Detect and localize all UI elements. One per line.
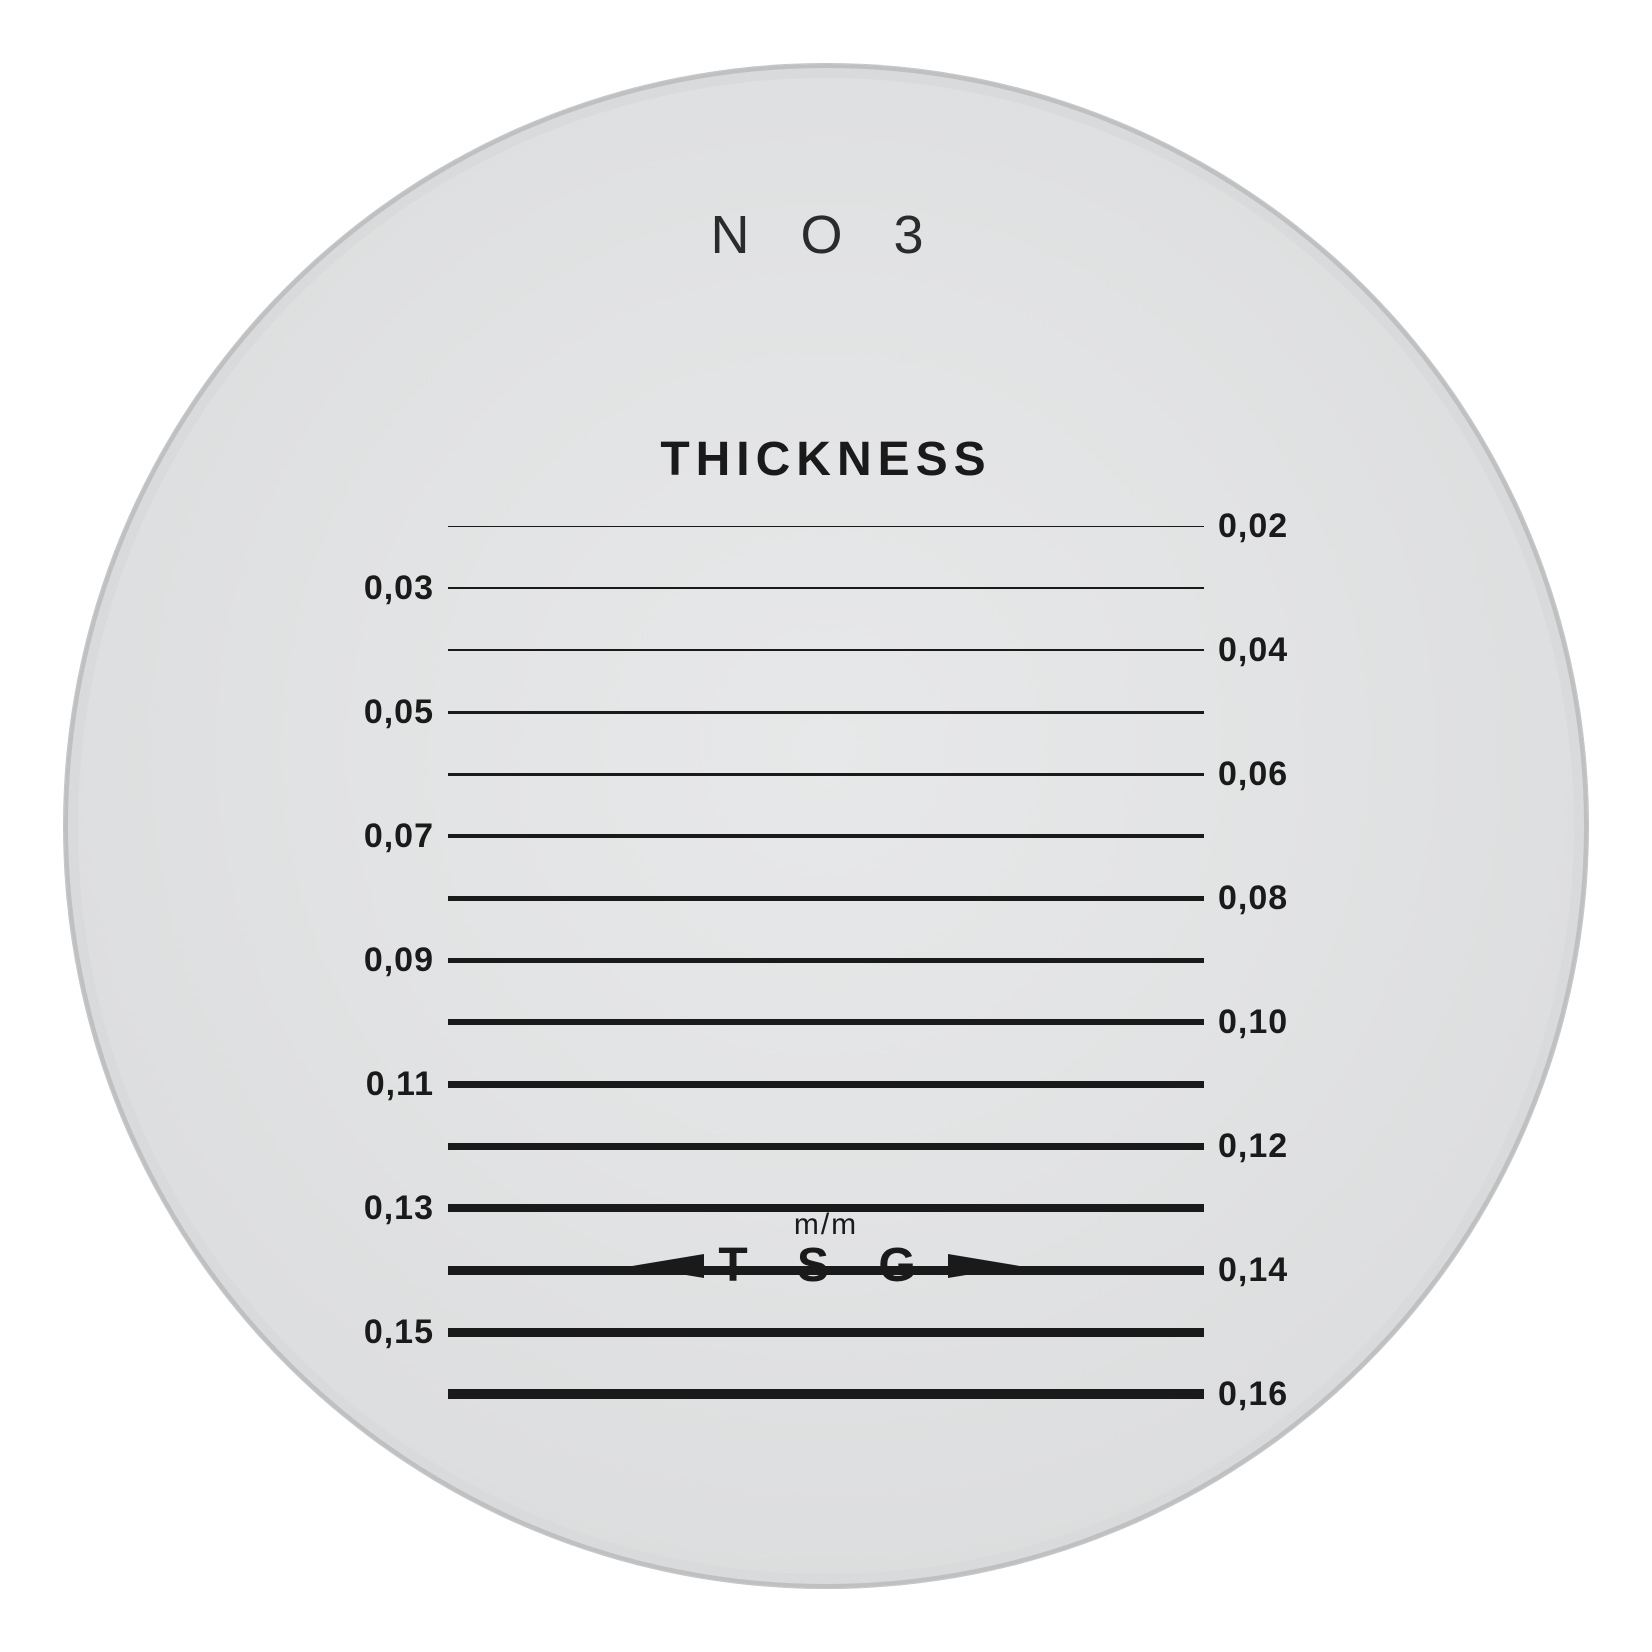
footer: m/m T S G xyxy=(64,1208,1588,1293)
reticle-number-label: N O 3 xyxy=(64,204,1588,266)
thickness-value-label: 0,03 xyxy=(364,569,448,608)
thickness-bar xyxy=(448,1328,1204,1337)
thickness-bar xyxy=(448,958,1204,963)
thickness-bar xyxy=(448,1389,1204,1399)
thickness-bar xyxy=(448,711,1204,714)
thickness-bar xyxy=(448,1019,1204,1025)
thickness-value-label: 0,15 xyxy=(364,1313,448,1352)
thickness-value-label: 0,12 xyxy=(1204,1127,1288,1166)
thickness-row: 0,15 xyxy=(448,1322,1204,1342)
thickness-bar xyxy=(448,649,1204,651)
thickness-value-label: 0,05 xyxy=(364,693,448,732)
thickness-bar xyxy=(448,526,1204,527)
thickness-value-label: 0,11 xyxy=(366,1065,448,1104)
brand-row: T S G xyxy=(64,1238,1588,1293)
thickness-bar xyxy=(448,1143,1204,1150)
thickness-row: 0,07 xyxy=(448,826,1204,846)
thickness-row: 0,09 xyxy=(448,950,1204,970)
thickness-value-label: 0,07 xyxy=(364,817,448,856)
triangle-right-icon xyxy=(948,1254,1020,1278)
thickness-bar xyxy=(448,1081,1204,1088)
brand-label: T S G xyxy=(718,1238,933,1293)
thickness-value-label: 0,10 xyxy=(1204,1003,1288,1042)
reticle-disc: N O 3 THICKNESS 0,02 0,03 0,04 0,05 0,06 0,07… xyxy=(64,64,1588,1588)
thickness-value-label: 0,09 xyxy=(364,941,448,980)
thickness-row: 0,02 xyxy=(448,516,1204,536)
thickness-value-label: 0,02 xyxy=(1204,507,1288,546)
thickness-row: 0,03 xyxy=(448,578,1204,598)
thickness-row: 0,10 xyxy=(448,1012,1204,1032)
thickness-value-label: 0,08 xyxy=(1204,879,1288,918)
thickness-bar xyxy=(448,896,1204,901)
thickness-row: 0,06 xyxy=(448,764,1204,784)
page-root: N O 3 THICKNESS 0,02 0,03 0,04 0,05 0,06 0,07… xyxy=(0,0,1652,1652)
thickness-row: 0,05 xyxy=(448,702,1204,722)
thickness-row: 0,16 xyxy=(448,1384,1204,1404)
thickness-row: 0,12 xyxy=(448,1136,1204,1156)
triangle-left-icon xyxy=(632,1254,704,1278)
thickness-row: 0,04 xyxy=(448,640,1204,660)
thickness-value-label: 0,06 xyxy=(1204,755,1288,794)
thickness-value-label: 0,16 xyxy=(1204,1375,1288,1414)
chart-title: THICKNESS xyxy=(64,432,1588,487)
thickness-row: 0,08 xyxy=(448,888,1204,908)
unit-label: m/m xyxy=(64,1208,1588,1242)
thickness-value-label: 0,04 xyxy=(1204,631,1288,670)
thickness-bar xyxy=(448,587,1204,589)
thickness-row: 0,11 xyxy=(448,1074,1204,1094)
thickness-bar xyxy=(448,773,1204,776)
thickness-bar xyxy=(448,834,1204,838)
